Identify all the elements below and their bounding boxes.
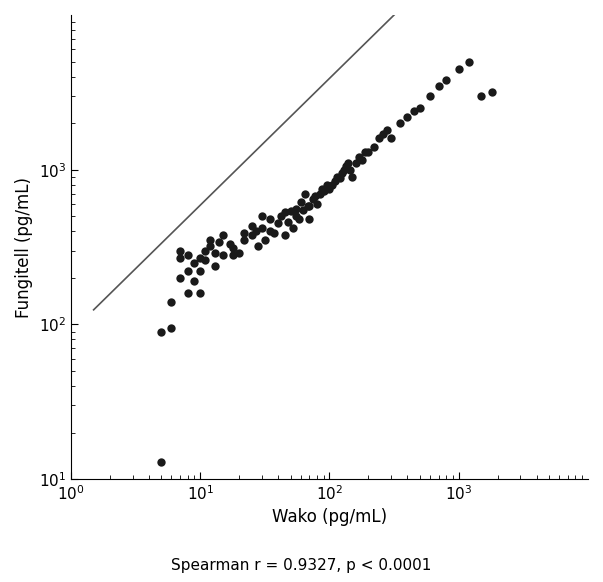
Point bbox=[156, 327, 166, 336]
Point bbox=[378, 129, 388, 139]
Point bbox=[303, 201, 312, 211]
Point bbox=[487, 87, 496, 96]
Point bbox=[351, 159, 361, 168]
Point bbox=[305, 214, 314, 223]
Point bbox=[346, 165, 355, 175]
Point bbox=[269, 228, 279, 237]
Point bbox=[330, 176, 339, 185]
Point bbox=[288, 223, 297, 233]
Point bbox=[183, 251, 192, 260]
Point bbox=[251, 226, 260, 236]
Point bbox=[464, 57, 474, 66]
Point bbox=[300, 189, 310, 198]
Point bbox=[434, 81, 444, 90]
Point bbox=[266, 226, 276, 236]
Point bbox=[305, 201, 314, 211]
Point bbox=[280, 208, 289, 217]
Point bbox=[206, 236, 215, 245]
Point bbox=[335, 173, 344, 183]
Y-axis label: Fungitell (pg/mL): Fungitell (pg/mL) bbox=[15, 176, 33, 318]
Point bbox=[283, 217, 293, 226]
Point bbox=[166, 297, 176, 307]
Point bbox=[425, 91, 435, 101]
Point bbox=[234, 249, 244, 258]
Point bbox=[201, 255, 210, 265]
Point bbox=[454, 64, 464, 73]
Point bbox=[382, 126, 392, 135]
Point bbox=[476, 91, 486, 101]
Point bbox=[214, 237, 224, 247]
Point bbox=[286, 207, 295, 216]
Point bbox=[189, 276, 199, 286]
Point bbox=[247, 230, 256, 239]
Point bbox=[239, 236, 249, 245]
Point bbox=[175, 253, 185, 262]
Point bbox=[210, 249, 219, 258]
Point bbox=[296, 197, 306, 207]
Point bbox=[347, 172, 357, 182]
Point bbox=[183, 288, 192, 297]
Point bbox=[298, 205, 308, 215]
Point bbox=[201, 246, 210, 255]
Point bbox=[332, 172, 342, 182]
Point bbox=[195, 253, 205, 262]
Point bbox=[339, 165, 349, 175]
Point bbox=[183, 267, 192, 276]
Point bbox=[402, 112, 412, 122]
Point bbox=[374, 133, 384, 143]
Point bbox=[327, 180, 337, 189]
Point bbox=[195, 267, 205, 276]
Point bbox=[317, 184, 327, 194]
Point bbox=[294, 214, 304, 223]
Point bbox=[229, 244, 238, 253]
Point bbox=[225, 240, 235, 249]
X-axis label: Wako (pg/mL): Wako (pg/mL) bbox=[272, 508, 387, 526]
Point bbox=[206, 242, 215, 251]
Point bbox=[344, 159, 353, 168]
Point bbox=[195, 288, 205, 297]
Point bbox=[280, 230, 289, 239]
Point bbox=[364, 147, 373, 157]
Point bbox=[312, 200, 322, 209]
Point bbox=[218, 251, 228, 260]
Point bbox=[273, 219, 283, 228]
Point bbox=[341, 162, 351, 171]
Point bbox=[319, 186, 329, 196]
Point bbox=[266, 214, 276, 223]
Point bbox=[291, 212, 301, 221]
Point bbox=[276, 212, 286, 221]
Point bbox=[210, 261, 219, 270]
Point bbox=[337, 169, 347, 178]
Point bbox=[355, 153, 364, 162]
Point bbox=[309, 194, 318, 203]
Point bbox=[253, 242, 263, 251]
Point bbox=[189, 258, 199, 268]
Point bbox=[395, 119, 405, 128]
Point bbox=[247, 222, 256, 231]
Point bbox=[175, 273, 185, 282]
Point bbox=[441, 75, 451, 84]
Point bbox=[291, 204, 301, 214]
Point bbox=[218, 230, 228, 239]
Point bbox=[156, 457, 166, 466]
Point bbox=[315, 189, 325, 198]
Point bbox=[260, 236, 270, 245]
Point bbox=[257, 212, 267, 221]
Point bbox=[409, 107, 418, 116]
Point bbox=[369, 143, 379, 152]
Point bbox=[166, 323, 176, 332]
Point bbox=[358, 155, 367, 165]
Point bbox=[322, 180, 332, 189]
Point bbox=[361, 147, 370, 157]
Point bbox=[324, 184, 334, 194]
Point bbox=[175, 246, 185, 255]
Point bbox=[415, 104, 425, 113]
Point bbox=[229, 251, 238, 260]
Point bbox=[239, 228, 249, 237]
Point bbox=[387, 133, 396, 143]
Point bbox=[257, 223, 267, 233]
Point bbox=[311, 191, 320, 200]
Text: Spearman r = 0.9327, p < 0.0001: Spearman r = 0.9327, p < 0.0001 bbox=[171, 558, 432, 573]
